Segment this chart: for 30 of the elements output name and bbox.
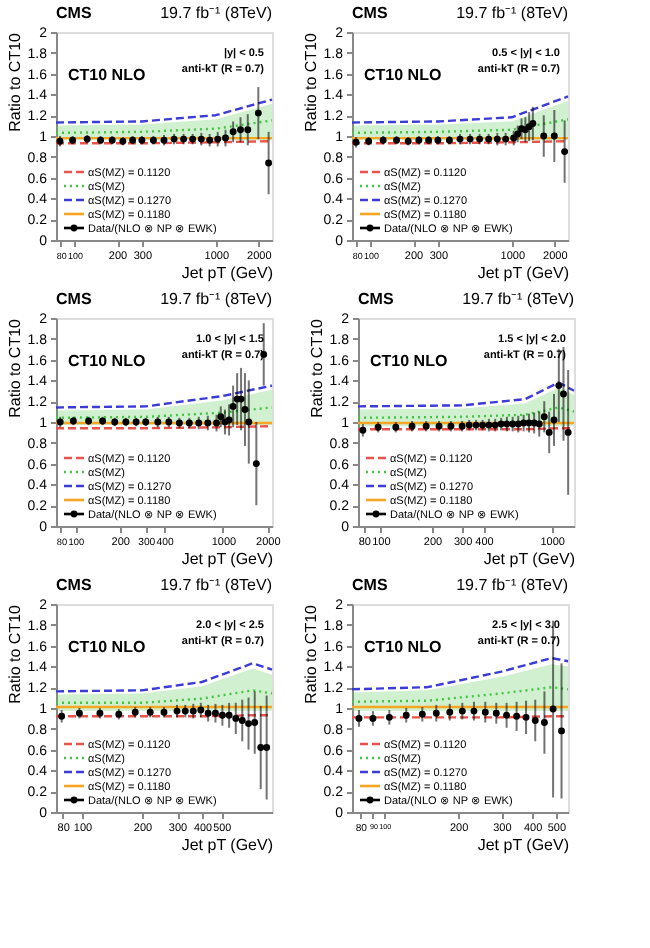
chart-subtitle: 19.7 fb⁻¹ (8TeV) xyxy=(456,576,569,594)
annotation: CT10 NLO xyxy=(68,66,146,84)
chart-subtitle: 19.7 fb⁻¹ (8TeV) xyxy=(160,576,273,594)
x-axis-title: Jet pT (GeV) xyxy=(477,264,570,282)
x-axis-title: Jet pT (GeV) xyxy=(181,550,274,568)
x-axis-title: Jet pT (GeV) xyxy=(477,836,570,854)
chart-subtitle: 19.7 fb⁻¹ (8TeV) xyxy=(462,290,575,308)
y-axis-title: Ratio to CT10 xyxy=(301,603,320,704)
chart-title: CMS xyxy=(56,290,93,308)
chart-title: CMS xyxy=(56,576,93,594)
annotation: CT10 NLO xyxy=(370,352,448,370)
annotation: CT10 NLO xyxy=(68,352,146,370)
chart-title: CMS xyxy=(358,290,395,308)
chart-title: CMS xyxy=(352,576,389,594)
annotation: CT10 NLO xyxy=(364,638,442,656)
chart-title: CMS xyxy=(352,4,389,22)
chart-subtitle: 19.7 fb⁻¹ (8TeV) xyxy=(160,290,273,308)
chart-subtitle: 19.7 fb⁻¹ (8TeV) xyxy=(456,4,569,22)
x-axis-title: Jet pT (GeV) xyxy=(181,264,274,282)
annotation: CT10 NLO xyxy=(68,638,146,656)
chart-subtitle: 19.7 fb⁻¹ (8TeV) xyxy=(160,4,273,22)
x-axis-title: Jet pT (GeV) xyxy=(483,550,576,568)
y-axis-title: Ratio to CT10 xyxy=(307,317,326,418)
y-axis-title: Ratio to CT10 xyxy=(5,31,24,132)
y-axis-title: Ratio to CT10 xyxy=(5,603,24,704)
annotation: CT10 NLO xyxy=(364,66,442,84)
y-axis-title: Ratio to CT10 xyxy=(5,317,24,418)
y-axis-title: Ratio to CT10 xyxy=(301,31,320,132)
chart-title: CMS xyxy=(56,4,93,22)
x-axis-title: Jet pT (GeV) xyxy=(181,836,274,854)
